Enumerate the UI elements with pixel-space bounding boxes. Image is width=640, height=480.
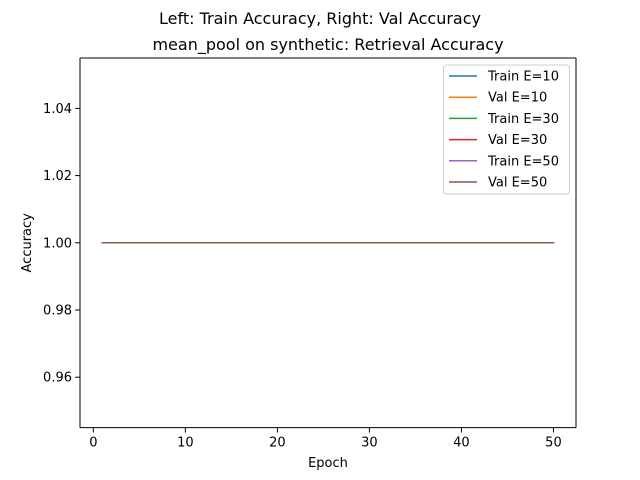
y-tick-label: 1.00	[43, 236, 72, 251]
chart-title: mean_pool on synthetic: Retrieval Accura…	[152, 35, 503, 55]
legend-label-0: Train E=10	[487, 70, 559, 85]
legend: Train E=10 Val E=10 Train E=30 Val E=30 Trai…	[443, 64, 570, 195]
figure-suptitle: Left: Train Accuracy, Right: Val Accurac…	[159, 9, 481, 28]
legend-label-2: Train E=30	[487, 112, 559, 127]
x-tick-label: 30	[361, 436, 378, 451]
x-tick-label: 50	[545, 436, 562, 451]
legend-label-5: Val E=50	[488, 176, 547, 191]
x-axis-label: Epoch	[308, 456, 348, 471]
x-tick-label: 0	[89, 436, 97, 451]
x-axis-ticks: 0 10 20 30 40 50	[89, 427, 562, 451]
legend-label-3: Val E=30	[488, 133, 547, 148]
y-tick-label: 1.02	[43, 169, 72, 184]
legend-label-4: Train E=50	[487, 154, 559, 169]
x-tick-label: 10	[177, 436, 194, 451]
legend-label-1: Val E=10	[488, 91, 547, 106]
y-axis-ticks: 0.96 0.98 1.00 1.02 1.04	[43, 102, 80, 386]
legend-items: Train E=10 Val E=10 Train E=30 Val E=30 Trai…	[449, 70, 559, 191]
y-tick-label: 0.98	[43, 304, 72, 319]
x-tick-label: 20	[269, 436, 286, 451]
y-axis-label: Accuracy	[20, 213, 35, 273]
y-tick-label: 1.04	[43, 102, 72, 117]
y-tick-label: 0.96	[43, 371, 72, 386]
x-tick-label: 40	[453, 436, 470, 451]
